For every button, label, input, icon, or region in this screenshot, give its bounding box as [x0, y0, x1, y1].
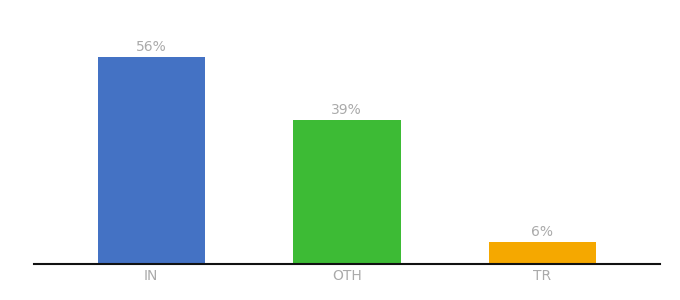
Bar [488, 242, 596, 264]
Text: 56%: 56% [136, 40, 167, 54]
Text: 6%: 6% [531, 225, 554, 239]
Bar [97, 57, 205, 264]
Bar [293, 120, 401, 264]
Text: 39%: 39% [331, 103, 362, 117]
